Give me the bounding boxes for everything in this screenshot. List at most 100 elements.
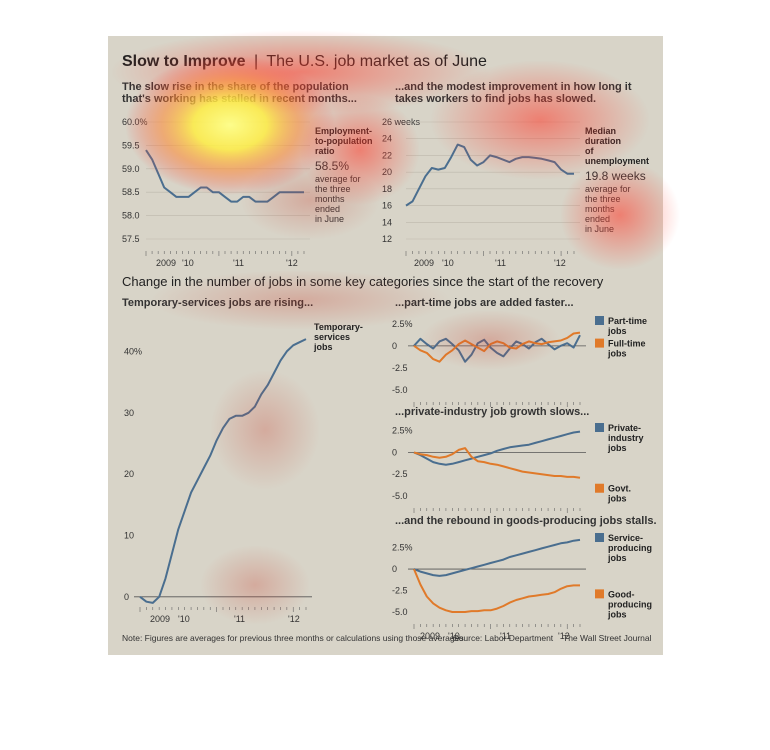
goods-ytick-label: 0 — [392, 564, 397, 574]
title-bold: Slow to Improve — [122, 53, 246, 70]
title-rest: The U.S. job market as of June — [266, 53, 487, 70]
temp-series-label: jobs — [313, 342, 333, 352]
private-legend-label-1: jobs — [607, 494, 627, 504]
temp-ytick-label: 10 — [124, 530, 134, 540]
parttime-legend-label-1: jobs — [607, 349, 627, 359]
emp-ytick-label: 58.5 — [122, 187, 140, 197]
emp-subtitle: that's working has stalled in recent mon… — [122, 93, 357, 105]
dur-series-0-line — [405, 143, 574, 207]
parttime-ytick-label: 2.5% — [392, 319, 413, 329]
dur-year-label: 2009 — [414, 258, 434, 268]
emp-annotation-text: average for — [315, 174, 361, 184]
dur-series-label: unemployment — [585, 156, 649, 166]
dur-ytick-label: 20 — [382, 167, 392, 177]
emp-year-label: '10 — [182, 258, 194, 268]
private-legend-label-0: Private- — [608, 423, 641, 433]
goods-year-label: '12 — [558, 631, 570, 641]
emp-ytick-label: 59.0 — [122, 164, 140, 174]
emp-year-label: 2009 — [156, 258, 176, 268]
dur-ytick-label: 24 — [382, 134, 392, 144]
dur-annotation-text: in June — [585, 224, 614, 234]
parttime-legend-label-0: Part-time — [608, 316, 647, 326]
infographic-svg: Slow to Improve | The U.S. job market as… — [122, 53, 657, 643]
temp-year-label: '10 — [178, 614, 190, 624]
dur-series-label: Median — [585, 126, 616, 136]
temp-ytick-label: 0 — [124, 592, 129, 602]
dur-year-label: '12 — [554, 258, 566, 268]
emp-ytick-label: 60.0% — [122, 117, 148, 127]
emp-ytick-label: 59.5 — [122, 140, 140, 150]
goods-year-label: '11 — [500, 631, 511, 641]
private-legend-swatch-0 — [595, 423, 604, 432]
goods-legend-label-1: jobs — [607, 609, 627, 619]
goods-ytick-label: -5.0 — [392, 607, 408, 617]
footer-note: Note: Figures are averages for previous … — [122, 633, 464, 643]
private-ytick-label: -2.5 — [392, 469, 408, 479]
dur-series-label: of — [585, 146, 594, 156]
temp-ytick-label: 20 — [124, 469, 134, 479]
parttime-series-0-line — [413, 334, 581, 363]
emp-subtitle: The slow rise in the share of the popula… — [122, 81, 349, 93]
goods-series-1-line — [413, 568, 580, 613]
temp-series-0-line — [139, 338, 307, 604]
private-series-0-line — [413, 430, 581, 466]
temp-year-label: 2009 — [150, 614, 170, 624]
infographic-panel: Slow to Improve | The U.S. job market as… — [108, 36, 663, 655]
goods-legend-swatch-0 — [595, 533, 604, 542]
parttime-ytick-label: -2.5 — [392, 363, 408, 373]
private-ytick-label: -5.0 — [392, 491, 408, 501]
dur-annotation-text: average for — [585, 184, 631, 194]
private-legend-swatch-1 — [595, 483, 604, 493]
svg-text:Slow to Improve | The: Slow to Improve | The U.S. job market as… — [122, 53, 487, 70]
temp-series-label: services — [314, 332, 350, 342]
emp-series-label: Employment- — [315, 126, 372, 136]
dur-year-label: '11 — [495, 258, 506, 268]
parttime-ytick-label: 0 — [392, 341, 397, 351]
dur-ytick-label: 14 — [382, 217, 392, 227]
dur-ytick-label: 12 — [382, 234, 392, 244]
emp-annotation-text: ended — [315, 204, 340, 214]
emp-series-label: to-population — [315, 136, 372, 146]
parttime-legend-label-0: jobs — [607, 326, 627, 336]
parttime-legend-swatch-1 — [595, 338, 604, 348]
emp-annotation-value: 58.5% — [315, 159, 349, 173]
dur-subtitle: ...and the modest improvement in how lon… — [395, 81, 632, 93]
dur-ytick-label: 18 — [382, 184, 392, 194]
temp-ytick-label: 40% — [124, 346, 142, 356]
emp-ytick-label: 58.0 — [122, 211, 140, 221]
private-legend-label-0: jobs — [607, 443, 627, 453]
parttime-ytick-label: -5.0 — [392, 385, 408, 395]
private-subtitle: ...private-industry job growth slows... — [395, 406, 589, 418]
emp-annotation-text: the three — [315, 184, 351, 194]
private-ytick-label: 2.5% — [392, 426, 413, 436]
dur-annotation-value: 19.8 weeks — [585, 169, 646, 183]
emp-series-0-line — [145, 149, 304, 203]
title-separator: | — [254, 53, 258, 70]
section2-title: Change in the number of jobs in some key… — [122, 274, 604, 289]
private-legend-label-0: industry — [608, 433, 644, 443]
dur-ytick-label: 16 — [382, 201, 392, 211]
parttime-legend-label-1: Full-time — [608, 339, 646, 349]
goods-legend-label-0: producing — [608, 543, 652, 553]
private-legend-label-1: Govt. — [608, 484, 631, 494]
charts-group: The slow rise in the share of the popula… — [122, 81, 657, 641]
temp-ytick-label: 30 — [124, 408, 134, 418]
emp-ytick-label: 57.5 — [122, 234, 140, 244]
dur-ytick-label: 22 — [382, 150, 392, 160]
parttime-legend-swatch-0 — [595, 316, 604, 325]
temp-year-label: '12 — [288, 614, 300, 624]
dur-annotation-text: ended — [585, 214, 610, 224]
goods-legend-label-1: Good- — [608, 589, 635, 599]
dur-year-label: '10 — [442, 258, 454, 268]
emp-series-label: ratio — [315, 146, 335, 156]
dur-series-label: duration — [585, 136, 621, 146]
temp-year-label: '11 — [234, 614, 245, 624]
goods-ytick-label: 2.5% — [392, 543, 413, 553]
dur-subtitle: takes workers to find jobs has slowed. — [395, 93, 596, 105]
private-series-1-line — [413, 447, 581, 479]
goods-legend-label-0: Service- — [608, 533, 643, 543]
goods-year-label: 2009 — [420, 631, 440, 641]
dur-annotation-text: months — [585, 204, 615, 214]
footer-credit: The Wall Street Journal — [563, 633, 652, 643]
goods-legend-label-1: producing — [608, 599, 652, 609]
